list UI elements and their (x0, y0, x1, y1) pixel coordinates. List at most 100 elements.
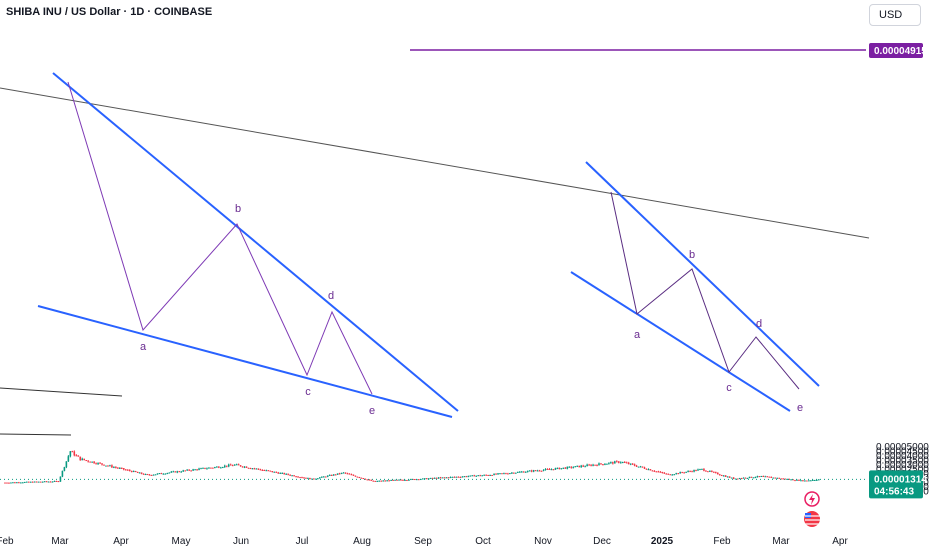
candle-body (792, 479, 794, 481)
candle-body (554, 468, 557, 470)
candle-body (170, 471, 173, 473)
flag-icon[interactable] (804, 511, 820, 527)
lightning-icon[interactable] (804, 491, 820, 507)
candle-body (319, 477, 321, 479)
candle-body (303, 477, 305, 479)
candle-body (372, 480, 375, 482)
candle-body (404, 480, 406, 482)
candle-body (748, 476, 751, 478)
x-tick-label: Mar (772, 536, 790, 547)
candle-body (386, 480, 388, 482)
candle-body (33, 481, 36, 483)
horizontal-line-left-2 (0, 433, 72, 436)
candle-body (612, 462, 614, 464)
candle-body (172, 471, 175, 473)
candle-body (637, 466, 640, 468)
candle-body (421, 478, 424, 480)
candle-body (604, 464, 606, 466)
candle-body (295, 476, 297, 478)
candle-body (530, 470, 533, 472)
candle-body (261, 470, 264, 472)
candle-body (574, 466, 577, 468)
candle-body (117, 467, 119, 469)
candle-body (275, 471, 278, 473)
candle-body (158, 473, 161, 475)
candle-body (204, 467, 206, 469)
wave-label: a (634, 329, 641, 341)
candle-body (6, 482, 8, 484)
candle-body (107, 465, 109, 467)
candle-body (362, 478, 365, 480)
candle-body (798, 479, 800, 481)
candle-body (653, 470, 656, 472)
current-price-badge (869, 470, 923, 499)
candle-body (277, 472, 280, 474)
candle-body (455, 476, 458, 478)
candle-body (556, 467, 559, 469)
candle-body (414, 479, 416, 481)
candle-body (687, 471, 689, 473)
candle-body (746, 477, 749, 479)
candle-body (776, 477, 778, 479)
resistance-price-badge (869, 43, 923, 58)
candle-body (130, 470, 133, 473)
candle-body (568, 466, 571, 468)
candle-body (45, 481, 48, 483)
currency-selector[interactable]: USD (869, 4, 921, 26)
candle-body (580, 465, 582, 468)
candle-body (425, 478, 428, 480)
candle-body (532, 470, 535, 472)
candle-body (91, 461, 93, 463)
candle-body (10, 482, 12, 484)
candle-body (245, 466, 248, 468)
candle-body (53, 480, 56, 482)
candle-body (35, 481, 38, 483)
candle-body (340, 472, 343, 474)
candle-body (194, 469, 196, 471)
candle-body (663, 472, 666, 474)
candle-body (186, 469, 188, 471)
candle-body (356, 476, 359, 478)
candle-body (552, 469, 555, 471)
candle-body (645, 468, 648, 470)
candle-body (231, 465, 234, 467)
candle-body (534, 470, 537, 472)
candle-body (546, 468, 549, 470)
candle-body (24, 481, 26, 483)
candle-body (37, 481, 40, 483)
candle-body (85, 460, 87, 462)
candle-body (111, 465, 113, 468)
candle-body (239, 465, 242, 467)
candle-body (271, 471, 274, 473)
candle-body (342, 472, 345, 474)
candle-body (313, 478, 315, 480)
candle-body (410, 479, 412, 481)
candle-body (27, 481, 30, 483)
candle-body (665, 473, 668, 475)
candle-body (336, 473, 339, 475)
candle-body (350, 474, 353, 476)
candle-body (711, 470, 713, 472)
candle-body (398, 479, 400, 481)
candle-body (358, 477, 361, 479)
candle-body (768, 476, 771, 478)
candle-body (683, 472, 685, 474)
wedge-upper-trendline (585, 161, 820, 387)
candle-body (322, 476, 325, 478)
candle-body (515, 472, 517, 474)
candle-body (471, 475, 474, 477)
candle-body (806, 480, 808, 482)
candle-body (160, 473, 163, 475)
candle-body (136, 471, 139, 473)
candle-body (437, 477, 440, 479)
candle-body (348, 473, 351, 475)
x-tick-label: Mar (51, 536, 69, 547)
candle-body (269, 470, 272, 472)
candle-body (679, 472, 681, 474)
candle-body (182, 470, 184, 472)
candle-body (513, 472, 515, 474)
candle-body (93, 461, 95, 464)
candle-body (227, 464, 230, 467)
candle-body (128, 469, 131, 471)
